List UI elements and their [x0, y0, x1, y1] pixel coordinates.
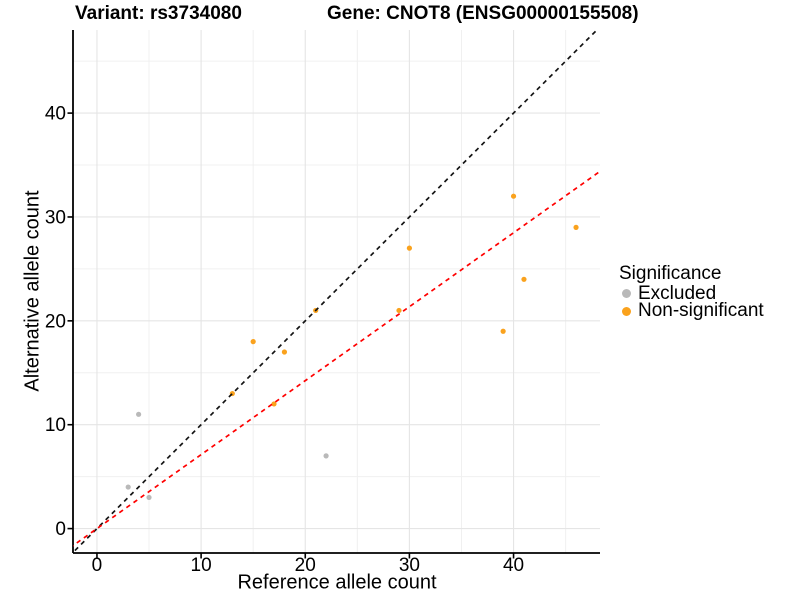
gridlines-minor [73, 30, 600, 553]
reference-lines [73, 30, 600, 553]
x-axis-label: Reference allele count [237, 571, 437, 594]
data-point-excluded [146, 494, 152, 501]
data-point-non-significant [406, 245, 413, 251]
data-point-non-significant [281, 349, 288, 355]
y-tick-label: 30 [45, 207, 66, 228]
y-tick-label: 20 [45, 311, 66, 332]
data-point-non-significant [250, 339, 256, 345]
data-point-non-significant [521, 276, 527, 282]
legend: Significance Excluded Non-significant [619, 263, 764, 322]
data-point-excluded [136, 411, 142, 417]
plot-title-variant: Variant: rs3734080 [75, 3, 242, 24]
fitted-ratio-line [73, 170, 600, 547]
legend-dot-icon [622, 289, 631, 299]
data-point-non-significant [500, 328, 506, 334]
x-tick-label: 10 [191, 555, 212, 576]
tick-marks [67, 112, 515, 559]
legend-title: Significance [619, 263, 722, 284]
data-point-excluded [125, 484, 131, 490]
x-tick-label: 30 [399, 555, 420, 576]
tick-labels: 0 10 20 30 40 0 10 20 30 40 [45, 104, 524, 576]
data-points [125, 193, 579, 501]
data-point-excluded [323, 453, 329, 459]
data-point-non-significant [271, 401, 277, 407]
x-tick-label: 20 [295, 555, 316, 576]
legend-item: Non-significant [619, 300, 764, 322]
data-point-non-significant [396, 307, 402, 314]
y-tick-label: 10 [45, 415, 66, 436]
y-axis-label: Alternative allele count [21, 190, 44, 392]
x-tick-label: 40 [503, 555, 524, 576]
identity-line [73, 30, 599, 553]
axis-lines [72, 30, 600, 554]
legend-items: Excluded Non-significant [619, 282, 764, 322]
legend-item-label: Non-significant [638, 300, 764, 322]
data-point-non-significant [510, 193, 517, 199]
y-tick-label: 0 [55, 519, 66, 540]
legend-item-label: Excluded [638, 282, 717, 304]
plot-title-gene: Gene: CNOT8 (ENSG00000155508) [327, 3, 639, 24]
data-point-non-significant [573, 224, 579, 230]
x-tick-label: 0 [92, 555, 103, 576]
y-tick-label: 40 [45, 104, 66, 125]
gridlines-major [73, 30, 600, 553]
legend-dot-icon [622, 306, 631, 316]
legend-item: Excluded [619, 282, 764, 304]
